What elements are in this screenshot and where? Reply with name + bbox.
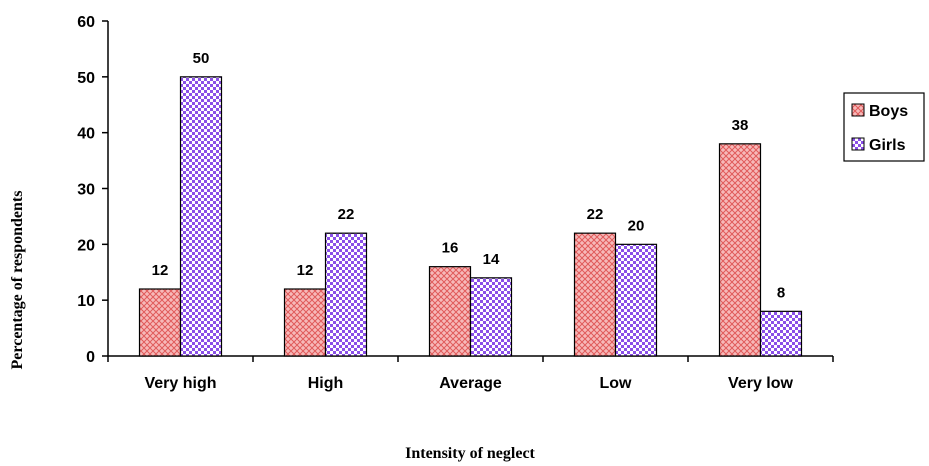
y-tick-label: 40 (77, 126, 95, 143)
data-label: 12 (297, 262, 314, 279)
data-label: 22 (338, 206, 355, 223)
bar-boys-average (428, 266, 472, 357)
x-axis: Very high High Average Low Very low (107, 355, 834, 392)
y-tick-label: 10 (77, 293, 95, 310)
y-tick-label: 0 (86, 349, 95, 366)
y-axis: 0 10 20 30 40 50 60 (77, 14, 109, 366)
bar-girls-average (469, 277, 513, 357)
x-tick-label: Average (439, 375, 502, 392)
x-tick-label: Very high (144, 375, 216, 392)
legend-label-boys: Boys (869, 103, 908, 120)
data-labels: 12 50 12 22 16 14 22 20 38 8 (152, 50, 786, 302)
legend-swatch-girls (851, 137, 865, 151)
bar-girls-high (324, 232, 368, 357)
data-label: 50 (193, 50, 210, 67)
bar-boys-very-low (718, 143, 762, 357)
data-label: 38 (732, 117, 749, 134)
bar-boys-high (283, 288, 327, 357)
y-tick-label: 20 (77, 237, 95, 254)
bar-girls-very-low (759, 310, 803, 357)
data-label: 12 (152, 262, 169, 279)
data-label: 8 (777, 284, 785, 301)
data-label: 16 (442, 240, 459, 257)
y-tick-label: 60 (77, 14, 95, 31)
bar-boys-low (573, 232, 617, 357)
bar-girls-very-high (179, 76, 223, 357)
legend-label-girls: Girls (869, 137, 906, 154)
x-tick-label: Low (600, 375, 633, 392)
y-axis-title: Percentage of respondents (9, 191, 26, 370)
data-label: 20 (628, 217, 645, 234)
x-tick-label: Very low (728, 375, 793, 392)
x-axis-title: Intensity of neglect (405, 445, 535, 462)
data-label: 14 (483, 251, 500, 268)
bars (138, 76, 803, 357)
y-tick-label: 50 (77, 70, 95, 87)
x-tick-label: High (308, 375, 344, 392)
y-tick-label: 30 (77, 182, 95, 199)
bar-girls-low (614, 243, 658, 357)
bar-boys-very-high (138, 288, 182, 357)
legend-swatch-boys (851, 103, 865, 117)
legend: Boys Girls (843, 92, 925, 162)
data-label: 22 (587, 206, 604, 223)
